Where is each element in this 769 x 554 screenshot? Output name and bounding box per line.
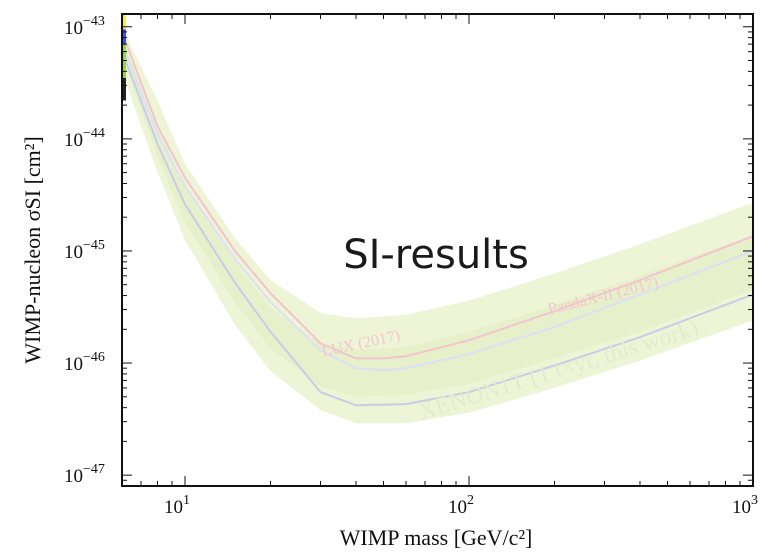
plot-frame [121,13,754,487]
y-tick-label-2: 10−45 [64,238,105,263]
x-tick-label-0: 101 [164,493,190,518]
y-tick-label-0: 10−43 [64,14,105,39]
x-axis-label: WIMP mass [GeV/c²] [340,525,533,550]
edge-marker-yellow [122,14,126,30]
series-line-1 [122,43,753,372]
overlay-title: SI-results [343,232,529,278]
band-1-1 [122,37,753,397]
y-tick-label-1: 10−44 [64,126,105,151]
x-tick-label-1: 102 [448,493,474,518]
y-tick-label-4: 10−47 [64,462,105,487]
edge-marker-dark [122,77,126,101]
series-line-2 [122,51,753,407]
edge-marker-blue [122,29,126,45]
plot-area: LUX (2017)PandaX-II (2017)XENON1T (1 t×y… [122,14,753,425]
y-axis-label: WIMP-nucleon σSI [cm²] [20,136,45,363]
x-tick-label-2: 103 [732,493,758,518]
series-line-0 [122,31,753,360]
y-tick-label-3: 10−46 [64,350,105,375]
